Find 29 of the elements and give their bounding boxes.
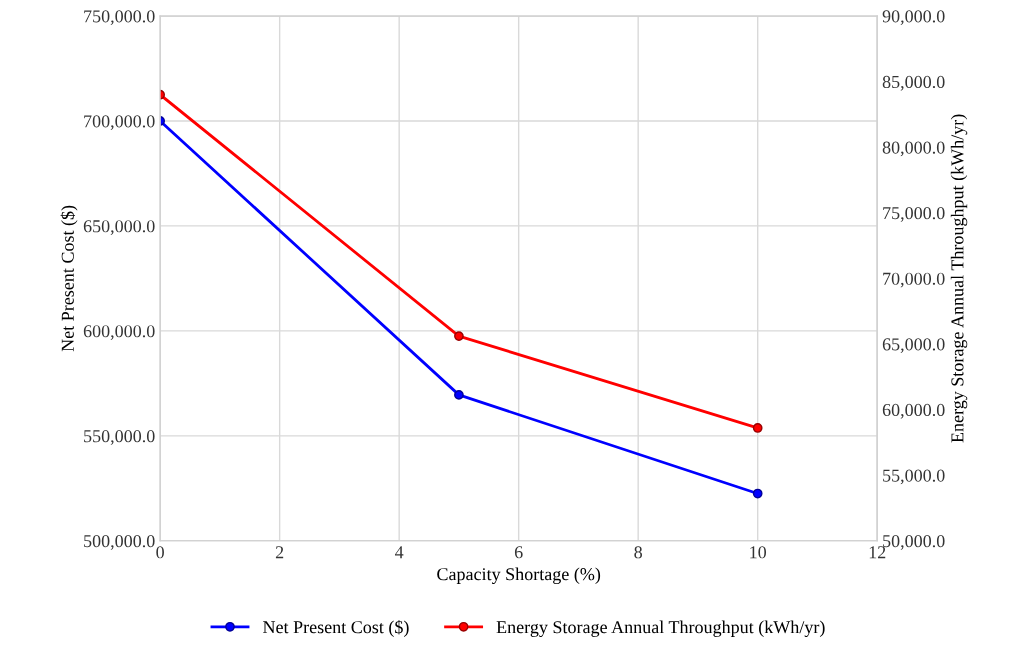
y2-tick-label: 65,000.0 <box>882 338 945 354</box>
y2-axis-title: Energy Storage Annual Throughput (kWh/yr) <box>950 114 968 443</box>
x-tick-label: 0 <box>156 546 164 559</box>
y-axis-title: Net Present Cost ($) <box>60 205 78 352</box>
legend-label: Energy Storage Annual Throughput (kWh/yr) <box>496 620 825 637</box>
y-tick-label: 750,000.0 <box>84 10 155 26</box>
point <box>454 331 464 341</box>
y-tick-label: 700,000.0 <box>84 115 155 130</box>
x-tick-label: 8 <box>634 546 643 559</box>
y2-tick-label: 80,000.0 <box>882 141 945 157</box>
y-tick-label: 500,000.0 <box>84 535 155 550</box>
x-tick-label: 6 <box>514 546 523 559</box>
y-tick-label: 600,000.0 <box>83 325 155 340</box>
x-tick-label: 2 <box>275 546 284 559</box>
point <box>752 488 763 499</box>
x-tick-label: 4 <box>395 546 404 559</box>
y2-tick-label: 75,000.0 <box>883 207 945 222</box>
y-tick-label: 550,000.0 <box>84 430 155 445</box>
y2-tick-label: 70,000.0 <box>883 272 945 288</box>
y2-tick-label: 90,000.0 <box>882 10 945 26</box>
x-tick-label: 10 <box>750 546 767 559</box>
x-axis-title: Capacity Shortage (%) <box>437 567 601 585</box>
y2-tick-label: 55,000.0 <box>883 469 945 485</box>
y-tick-label: 650,000.0 <box>83 220 155 235</box>
y2-tick-label: 60,000.0 <box>882 403 945 419</box>
y2-tick-label: 85,000.0 <box>882 75 945 91</box>
point <box>752 423 763 433</box>
point <box>454 390 464 400</box>
legend-label: Net Present Cost ($) <box>263 620 409 637</box>
